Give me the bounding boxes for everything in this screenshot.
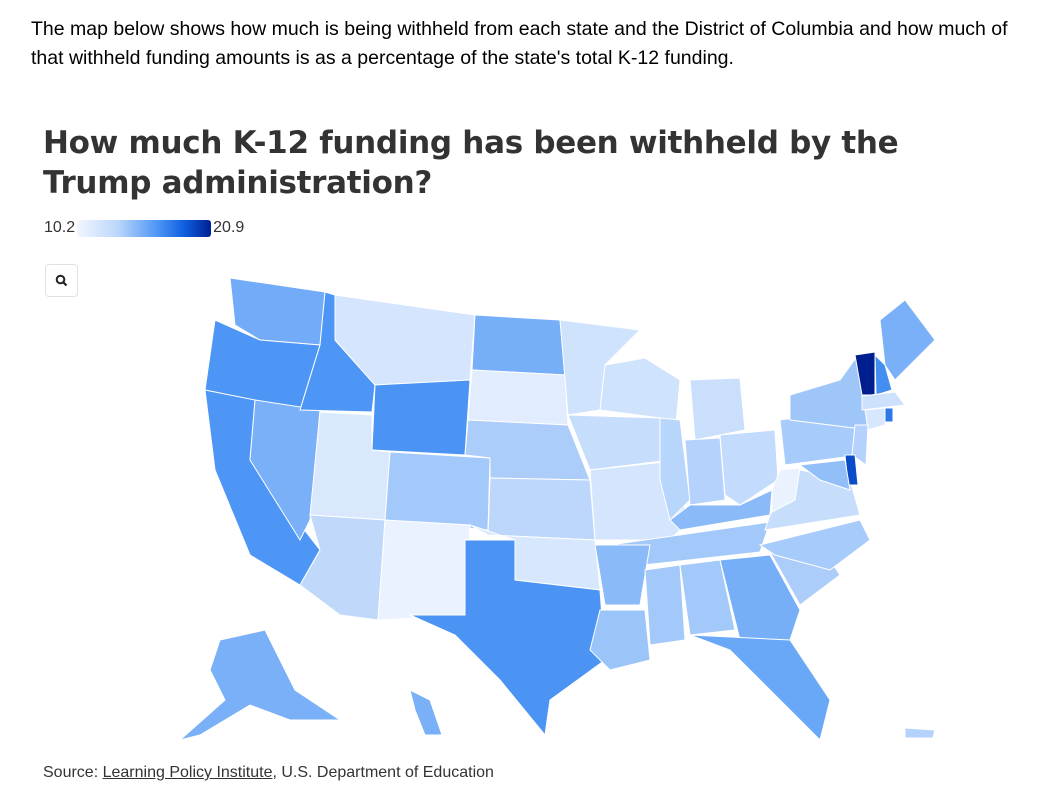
state-nc[interactable] (758, 519, 871, 571)
state-nd[interactable] (471, 314, 566, 376)
state-hi[interactable] (409, 689, 443, 736)
state-ms[interactable] (644, 564, 686, 646)
search-icon (55, 274, 68, 287)
state-al[interactable] (679, 559, 736, 636)
state-nm[interactable] (377, 519, 471, 621)
state-ri[interactable] (884, 407, 894, 423)
state-nj[interactable] (851, 424, 869, 466)
state-la[interactable] (589, 609, 651, 671)
state-wy[interactable] (371, 379, 471, 456)
legend-min: 10.2 (44, 219, 76, 236)
chart-title: How much K-12 funding has been withheld … (43, 125, 899, 201)
legend-max: 20.9 (213, 219, 245, 236)
state-ga[interactable] (719, 554, 801, 641)
state-ct[interactable] (864, 407, 886, 431)
zoom-button[interactable] (45, 264, 78, 297)
source-suffix: , U.S. Department of Education (272, 764, 494, 781)
state-me[interactable] (879, 299, 936, 381)
color-legend: 10.2 20.9 (44, 219, 244, 237)
state-sd[interactable] (467, 369, 569, 426)
state-az[interactable] (299, 514, 386, 621)
state-in[interactable] (684, 437, 726, 506)
state-ia[interactable] (567, 414, 671, 471)
intro-paragraph: The map below shows how much is being wi… (31, 18, 1008, 69)
state-ar[interactable] (594, 544, 651, 606)
state-wv[interactable] (771, 467, 801, 513)
state-ak[interactable] (179, 629, 342, 741)
source-link[interactable]: Learning Policy Institute (102, 764, 273, 781)
state-il[interactable] (659, 417, 691, 521)
state-nh[interactable] (874, 353, 893, 396)
state-co[interactable] (384, 451, 491, 531)
state-fl[interactable] (689, 634, 831, 741)
state-oh[interactable] (719, 429, 779, 506)
state-md[interactable] (798, 459, 851, 491)
state-mi[interactable] (689, 377, 746, 441)
state-ks[interactable] (487, 477, 596, 541)
state-ma[interactable] (861, 391, 906, 411)
legend-gradient (77, 219, 212, 237)
source-prefix: Source: (43, 764, 103, 781)
state-tx[interactable] (409, 539, 606, 737)
state-pr[interactable] (904, 727, 936, 739)
source-note: Source: Learning Policy Institute, U.S. … (43, 764, 494, 782)
